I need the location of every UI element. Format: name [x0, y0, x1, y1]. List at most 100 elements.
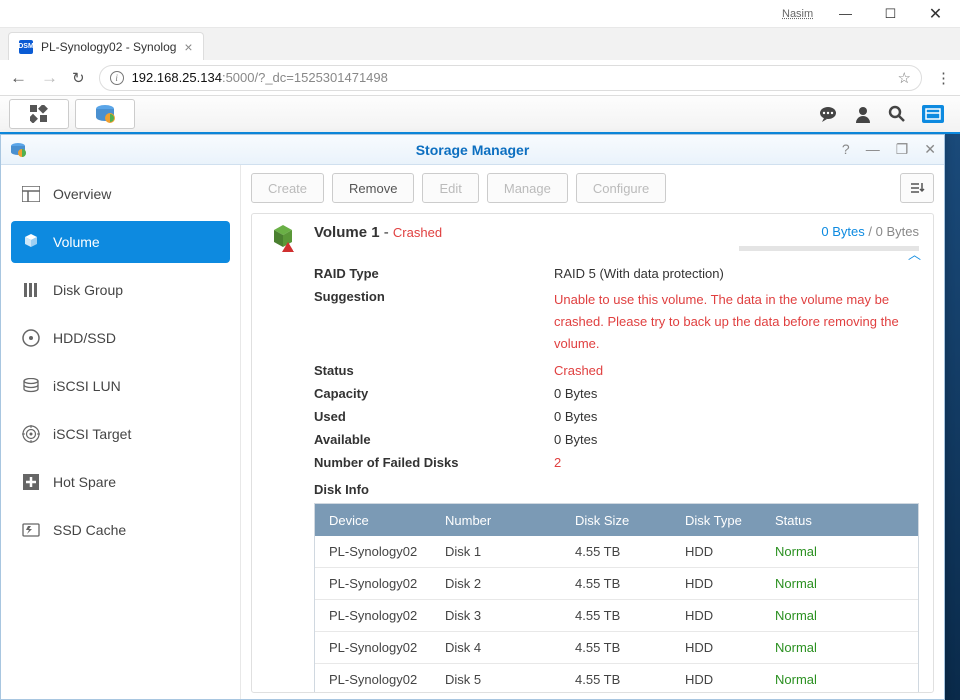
sidebar-item-hot-spare[interactable]: Hot Spare: [11, 461, 230, 503]
cell-type: HDD: [685, 576, 775, 591]
cell-type: HDD: [685, 544, 775, 559]
browser-toolbar: ← → ↻ i 192.168.25.134:5000/?_dc=1525301…: [0, 60, 960, 96]
status-label: Status: [314, 363, 554, 378]
volume-capacity-summary: 0 Bytes / 0 Bytes ︿: [719, 224, 919, 254]
browser-tab[interactable]: DSM PL-Synology02 - Synolog ×: [8, 32, 204, 60]
failed-disks-value: 2: [554, 455, 919, 470]
sidebar-item-disk-group[interactable]: Disk Group: [11, 269, 230, 311]
iscsi-lun-icon: [21, 378, 41, 394]
remove-button[interactable]: Remove: [332, 173, 414, 203]
os-maximize-button[interactable]: ☐: [868, 0, 913, 28]
volume-details: RAID TypeRAID 5 (With data protection) S…: [266, 266, 919, 693]
cell-device: PL-Synology02: [315, 576, 445, 591]
collapse-icon[interactable]: ︿: [908, 244, 921, 263]
raid-type-value: RAID 5 (With data protection): [554, 266, 919, 281]
dsm-taskbar: [0, 96, 960, 134]
capacity-bar: [739, 246, 919, 251]
cell-number: Disk 3: [445, 608, 575, 623]
cell-size: 4.55 TB: [575, 608, 685, 623]
address-bar[interactable]: i 192.168.25.134:5000/?_dc=1525301471498…: [99, 65, 922, 91]
window-minimize-icon[interactable]: —: [866, 141, 880, 158]
disk-group-icon: [21, 282, 41, 298]
table-row[interactable]: PL-Synology02Disk 34.55 TBHDDNormal: [315, 600, 918, 632]
failed-disks-label: Number of Failed Disks: [314, 455, 554, 470]
table-header: Device Number Disk Size Disk Type Status: [315, 504, 918, 536]
col-number: Number: [445, 513, 575, 528]
cell-number: Disk 2: [445, 576, 575, 591]
status-value: Crashed: [554, 363, 919, 378]
window-help-icon[interactable]: ?: [842, 141, 850, 158]
volume-panel: Volume 1 - Crashed 0 Bytes / 0 Bytes ︿ R…: [251, 213, 934, 693]
cell-status: Normal: [775, 544, 855, 559]
suggestion-label: Suggestion: [314, 289, 554, 355]
table-row[interactable]: PL-Synology02Disk 44.55 TBHDDNormal: [315, 632, 918, 664]
search-icon[interactable]: [888, 105, 906, 123]
url-host: 192.168.25.134: [132, 70, 222, 85]
sidebar-item-label: Volume: [53, 234, 100, 250]
sidebar-item-label: iSCSI Target: [53, 426, 131, 442]
browser-menu-button[interactable]: ⋮: [936, 69, 950, 87]
volume-status-badge: Crashed: [393, 225, 442, 240]
cell-device: PL-Synology02: [315, 544, 445, 559]
window-maximize-icon[interactable]: ❐: [896, 141, 909, 158]
col-size: Disk Size: [575, 513, 685, 528]
window-title: Storage Manager: [416, 142, 530, 158]
available-value: 0 Bytes: [554, 432, 919, 447]
cell-device: PL-Synology02: [315, 640, 445, 655]
notifications-icon[interactable]: [818, 105, 838, 123]
manage-button[interactable]: Manage: [487, 173, 568, 203]
site-info-icon[interactable]: i: [110, 71, 124, 85]
cell-size: 4.55 TB: [575, 544, 685, 559]
sidebar-item-label: Hot Spare: [53, 474, 116, 490]
tab-close-icon[interactable]: ×: [184, 39, 192, 55]
sort-button[interactable]: [900, 173, 934, 203]
back-button[interactable]: ←: [10, 68, 27, 88]
configure-button[interactable]: Configure: [576, 173, 666, 203]
table-row[interactable]: PL-Synology02Disk 24.55 TBHDDNormal: [315, 568, 918, 600]
dsm-storage-manager-taskbutton[interactable]: [75, 99, 135, 129]
col-device: Device: [315, 513, 445, 528]
sidebar-item-ssd-cache[interactable]: SSD Cache: [11, 509, 230, 551]
col-type: Disk Type: [685, 513, 775, 528]
dsm-main-menu-button[interactable]: [9, 99, 69, 129]
table-row[interactable]: PL-Synology02Disk 14.55 TBHDDNormal: [315, 536, 918, 568]
sidebar-item-volume[interactable]: Volume: [11, 221, 230, 263]
grid-icon: [30, 105, 48, 123]
reload-button[interactable]: ↻: [72, 69, 85, 87]
sidebar: Overview Volume Disk Group HDD/SSD iSCSI…: [1, 165, 241, 699]
used-value: 0 Bytes: [554, 409, 919, 424]
capacity-label: Capacity: [314, 386, 554, 401]
cell-number: Disk 4: [445, 640, 575, 655]
sort-icon: [909, 181, 925, 195]
ssd-cache-icon: [21, 522, 41, 538]
capacity-value: 0 Bytes: [554, 386, 919, 401]
cell-device: PL-Synology02: [315, 672, 445, 687]
forward-button[interactable]: →: [41, 68, 58, 88]
os-titlebar: Nasim — ☐ ✕: [0, 0, 960, 28]
sidebar-item-overview[interactable]: Overview: [11, 173, 230, 215]
edit-button[interactable]: Edit: [422, 173, 478, 203]
window-app-icon: [9, 141, 27, 159]
main-content: Create Remove Edit Manage Configure: [241, 165, 944, 699]
table-row[interactable]: PL-Synology02Disk 54.55 TBHDDNormal: [315, 664, 918, 693]
raid-type-label: RAID Type: [314, 266, 554, 281]
window-close-icon[interactable]: ✕: [924, 141, 936, 158]
sidebar-item-iscsi-lun[interactable]: iSCSI LUN: [11, 365, 230, 407]
tab-favicon-icon: DSM: [19, 40, 33, 54]
widgets-icon[interactable]: [922, 105, 944, 123]
volume-header[interactable]: Volume 1 - Crashed 0 Bytes / 0 Bytes ︿: [266, 224, 919, 254]
window-titlebar[interactable]: Storage Manager ? — ❐ ✕: [1, 135, 944, 165]
cell-size: 4.55 TB: [575, 672, 685, 687]
user-icon[interactable]: [854, 105, 872, 123]
sidebar-item-label: SSD Cache: [53, 522, 126, 538]
sidebar-item-hdd-ssd[interactable]: HDD/SSD: [11, 317, 230, 359]
cell-type: HDD: [685, 640, 775, 655]
volume-title: Volume 1 - Crashed: [314, 224, 442, 241]
sidebar-item-label: iSCSI LUN: [53, 378, 121, 394]
sidebar-item-iscsi-target[interactable]: iSCSI Target: [11, 413, 230, 455]
cell-device: PL-Synology02: [315, 608, 445, 623]
bookmark-star-icon[interactable]: ☆: [898, 69, 911, 87]
create-button[interactable]: Create: [251, 173, 324, 203]
os-minimize-button[interactable]: —: [823, 0, 868, 28]
os-close-button[interactable]: ✕: [913, 0, 958, 28]
